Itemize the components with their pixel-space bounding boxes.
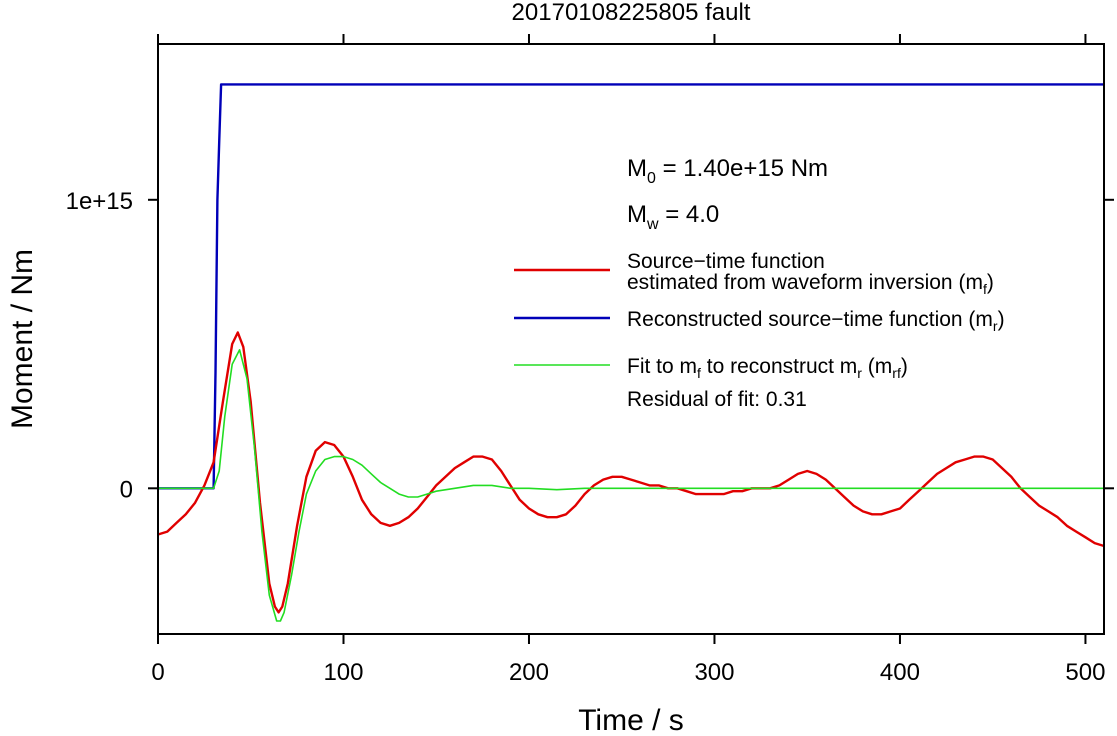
x-tick-label-500: 500 bbox=[1065, 659, 1105, 686]
y-axis-label: Moment / Nm bbox=[6, 249, 39, 429]
x-tick-label-100: 100 bbox=[323, 659, 363, 686]
chart-title: 20170108225805 fault bbox=[512, 0, 751, 26]
legend-label-mf-line1: Source−time function bbox=[627, 250, 825, 273]
mw-annotation: Mw = 4.0 bbox=[627, 201, 719, 233]
m0-annotation: M0 = 1.40e+15 Nm bbox=[627, 155, 828, 187]
series-line-0 bbox=[157, 331, 1105, 614]
legend-label-mf-line2: estimated from waveform inversion (mf) bbox=[627, 271, 994, 297]
legend: Source−time function estimated from wave… bbox=[514, 250, 1005, 411]
x-tick-label-200: 200 bbox=[509, 659, 549, 686]
y-tick-label-1: 1e+15 bbox=[66, 188, 133, 215]
x-axis-label: Time / s bbox=[578, 704, 684, 736]
legend-label-mrf: Fit to mf to reconstruct mr (mrf) bbox=[627, 355, 908, 381]
plot-frame bbox=[157, 43, 1105, 635]
x-tick-label-0: 0 bbox=[151, 659, 164, 686]
axis-layer: 0 100 200 300 400 500 0 1e+15 bbox=[66, 34, 1114, 686]
series-line-2 bbox=[158, 348, 1104, 622]
y-tick-label-0: 0 bbox=[120, 476, 133, 503]
x-tick-label-400: 400 bbox=[880, 659, 920, 686]
series-layer bbox=[157, 83, 1105, 622]
legend-label-mr: Reconstructed source−time function (mr) bbox=[627, 308, 1005, 334]
residual-annotation: Residual of fit: 0.31 bbox=[627, 388, 807, 411]
x-tick-label-300: 300 bbox=[694, 659, 734, 686]
